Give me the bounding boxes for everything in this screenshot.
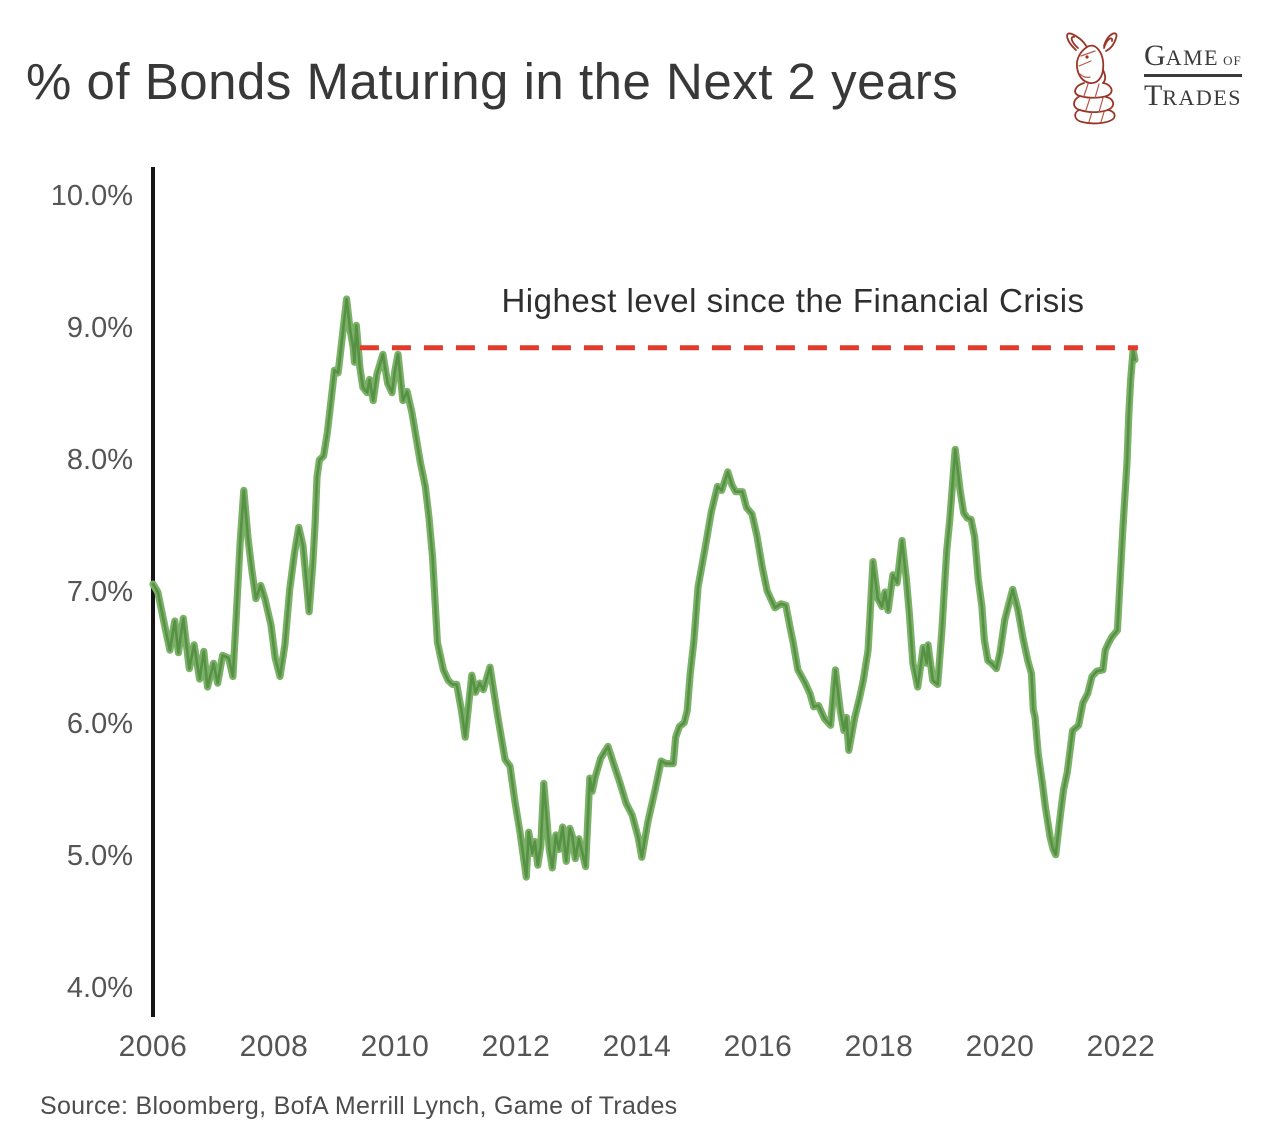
logo-text: GAME OF TRADES xyxy=(1144,41,1242,111)
x-tick-label: 2008 xyxy=(239,1030,309,1063)
x-tick-label: 2016 xyxy=(723,1030,793,1063)
y-tick-label: 6.0% xyxy=(66,708,133,740)
brand-logo: GAME OF TRADES xyxy=(1054,26,1242,126)
y-tick-label: 7.0% xyxy=(66,576,133,608)
y-tick-label: 9.0% xyxy=(66,312,133,344)
x-tick-label: 2018 xyxy=(844,1030,914,1063)
x-tick-label: 2006 xyxy=(118,1030,188,1063)
annotation-label: Highest level since the Financial Crisis xyxy=(501,282,1085,319)
y-tick-label: 5.0% xyxy=(66,840,133,872)
x-tick-label: 2022 xyxy=(1086,1030,1156,1063)
x-tick-label: 2020 xyxy=(965,1030,1035,1063)
y-axis-labels: 10.0% 9.0% 8.0% 7.0% 6.0% 5.0% 4.0% xyxy=(0,0,133,1138)
logo-rule xyxy=(1144,74,1242,77)
source-note: Source: Bloomberg, BofA Merrill Lynch, G… xyxy=(40,1092,678,1120)
x-tick-label: 2010 xyxy=(360,1030,430,1063)
x-tick-label: 2014 xyxy=(602,1030,672,1063)
series-line-core xyxy=(151,297,1137,879)
page-title: % of Bonds Maturing in the Next 2 years xyxy=(26,53,959,110)
y-tick-label: 8.0% xyxy=(66,444,133,476)
logo-line-2: TRADES xyxy=(1144,79,1242,112)
x-tick-label: 2012 xyxy=(481,1030,551,1063)
y-tick-label: 4.0% xyxy=(66,972,133,1004)
logo-line-1: GAME OF xyxy=(1144,39,1242,72)
bull-logo-icon xyxy=(1066,32,1118,125)
y-tick-label: 10.0% xyxy=(50,180,133,212)
